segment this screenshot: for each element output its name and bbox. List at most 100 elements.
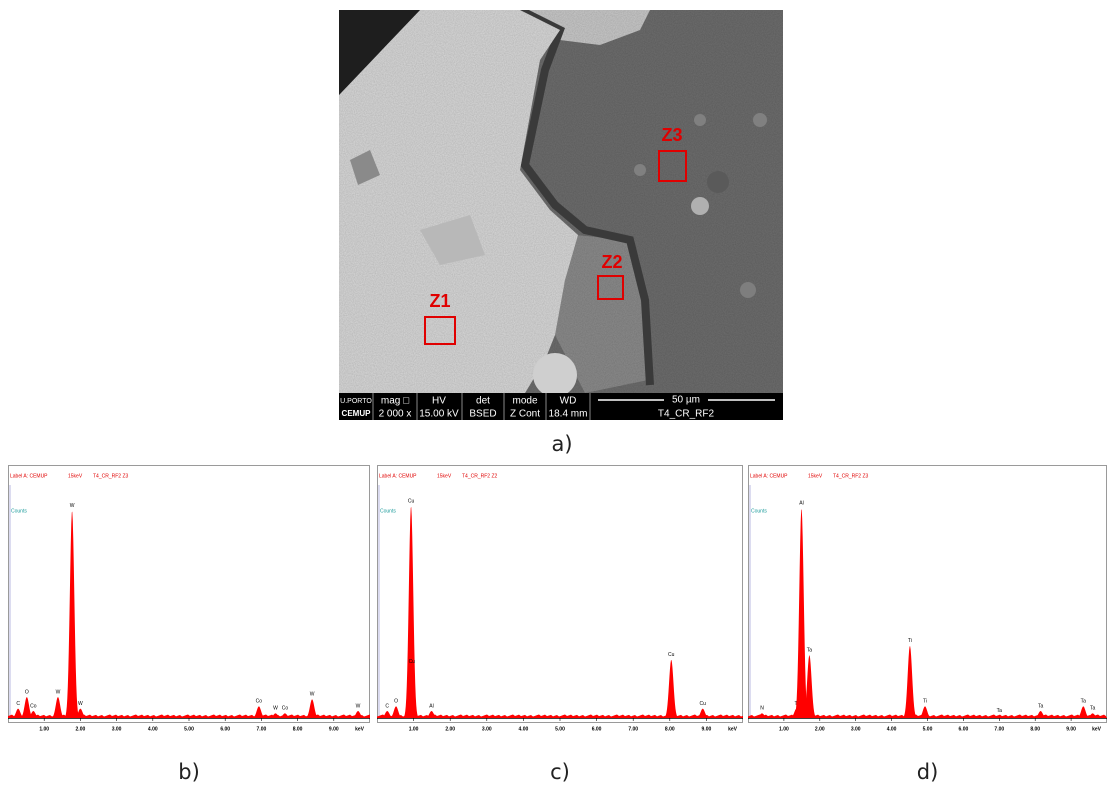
x-tick-label: 4.00 [887, 726, 897, 732]
background-noise [377, 714, 743, 718]
x-unit: keV [1092, 726, 1102, 732]
sem-image [339, 10, 783, 393]
spectrum-header: Label A: CEMUP [750, 473, 788, 479]
x-tick-label: 9.00 [1066, 726, 1076, 732]
y-axis-label: Counts [380, 508, 396, 514]
x-tick-label: 9.00 [702, 726, 712, 732]
peak-label: O [25, 689, 29, 695]
peak [1074, 706, 1093, 718]
x-tick-label: 5.00 [923, 726, 933, 732]
peak [378, 711, 397, 718]
spectrum-header: T4_CR_RF2 Z2 [462, 473, 498, 479]
x-tick-label: 2.00 [445, 726, 455, 732]
peak [402, 506, 420, 718]
peak [71, 708, 90, 718]
spectrum-header: 15keV [68, 473, 83, 479]
peak-label: Ta [1081, 699, 1087, 705]
peak-label: Al [429, 703, 433, 709]
zone-label: Z2 [601, 252, 622, 272]
peak-label: Ti [923, 699, 927, 705]
spectrum-header: Label A: CEMUP [10, 473, 48, 479]
peak-label: O [394, 699, 398, 705]
peak-label: Co [282, 706, 289, 712]
x-tick-label: 3.00 [112, 726, 122, 732]
peak [349, 711, 367, 718]
peak [1031, 711, 1050, 718]
x-tick-label: 1.00 [39, 726, 49, 732]
peak [24, 711, 43, 718]
peak [693, 708, 712, 718]
scale-bar-label: 50 µm [672, 395, 700, 406]
x-tick-label: 5.00 [555, 726, 565, 732]
x-unit: keV [728, 726, 738, 732]
peak-label: W [78, 701, 83, 707]
x-tick-label: 2.00 [815, 726, 825, 732]
x-tick-label: 6.00 [592, 726, 602, 732]
peak-label: N [760, 706, 764, 712]
zone-label: Z1 [429, 291, 450, 311]
peak [49, 697, 67, 718]
x-tick-label: 3.00 [851, 726, 861, 732]
peak-label: Ti [908, 638, 912, 644]
peak-label: Al [799, 501, 803, 507]
info-value: 15.00 kV [419, 409, 459, 420]
peak-label: Cu [668, 652, 675, 658]
peak-label: Ta [997, 708, 1003, 714]
y-axis-label: Counts [751, 508, 767, 514]
peak [276, 713, 294, 718]
zone-label: Z3 [661, 125, 682, 145]
peak-label: W [356, 703, 361, 709]
peak [800, 655, 819, 718]
info-header: WD [560, 396, 577, 407]
peak-label: W [70, 503, 75, 509]
x-tick-label: 6.00 [220, 726, 230, 732]
peak [250, 706, 268, 718]
peak [990, 715, 1009, 718]
x-tick-label: 8.00 [293, 726, 303, 732]
logo: CEMUP [342, 409, 372, 418]
peak [303, 699, 321, 718]
x-tick-label: 1.00 [779, 726, 789, 732]
spectrum-header: T4_CR_RF2 Z3 [93, 473, 129, 479]
x-tick-label: 1.00 [409, 726, 419, 732]
peak-label: W [56, 689, 61, 695]
peak-label: Ta [1090, 706, 1096, 712]
y-axis-label: Counts [11, 508, 27, 514]
caption: d) [917, 760, 939, 784]
caption: b) [178, 760, 200, 784]
peak-label: Cu [700, 701, 707, 707]
peak [266, 713, 285, 718]
peak-label: W [310, 692, 315, 698]
x-tick-label: 6.00 [959, 726, 969, 732]
x-tick-label: 7.00 [994, 726, 1004, 732]
peak [753, 713, 771, 718]
info-value: 18.4 mm [549, 409, 588, 420]
panel-frame [377, 465, 743, 723]
caption: c) [550, 760, 570, 784]
logo: U.PORTO [340, 398, 372, 405]
panel-frame [8, 465, 370, 723]
peak [916, 706, 934, 718]
peak-label: C [385, 703, 389, 709]
spectrum-header: T4_CR_RF2 Z3 [833, 473, 869, 479]
x-tick-label: 7.00 [628, 726, 638, 732]
info-header: HV [432, 396, 446, 407]
x-tick-label: 2.00 [76, 726, 86, 732]
info-header: mode [512, 396, 537, 407]
sample-name: T4_CR_RF2 [658, 409, 715, 420]
info-bar [339, 393, 783, 420]
x-tick-label: 3.00 [482, 726, 492, 732]
peak [402, 666, 421, 718]
peak-label: Co [256, 699, 263, 705]
caption: a) [551, 432, 572, 456]
peak-label: Cu [408, 498, 415, 504]
info-header: det [476, 396, 490, 407]
peak [792, 509, 811, 718]
peak-label: Ta [807, 647, 813, 653]
info-value: Z Cont [510, 409, 540, 420]
peak [63, 511, 81, 718]
peak-label: Co [30, 703, 37, 709]
x-unit: keV [355, 726, 365, 732]
peak-label: Ta [1038, 703, 1044, 709]
